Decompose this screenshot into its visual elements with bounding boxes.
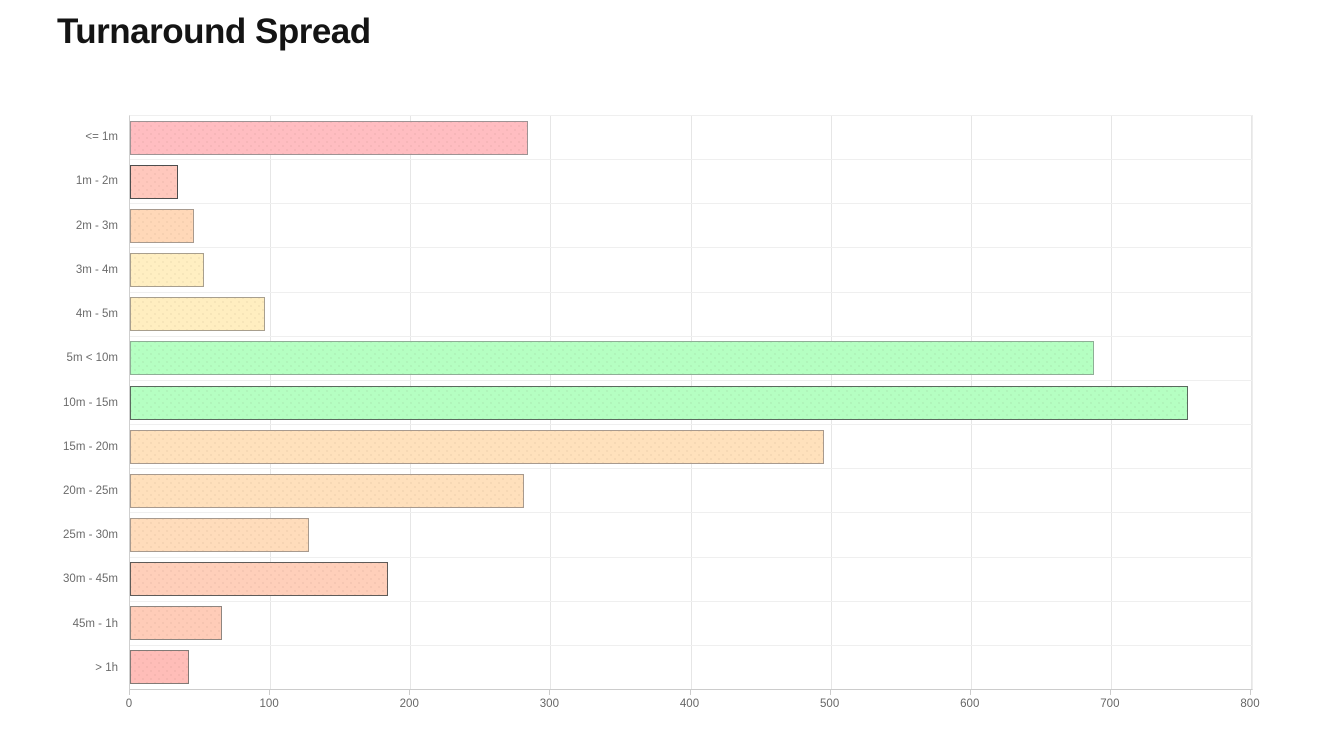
x-axis-tick — [549, 690, 551, 695]
bar-10m-15m[interactable] — [130, 385, 1188, 420]
x-axis-tick — [689, 690, 691, 695]
y-axis-category-labels: <= 1m 1m - 2m 2m - 3m 3m - 4m 4m - 5m 5m < 10… — [0, 115, 118, 690]
x-tick-label: 700 — [1100, 698, 1120, 710]
category-label: > 1h — [95, 661, 118, 674]
x-tick-label: 400 — [679, 698, 700, 710]
category-label: 25m - 30m — [63, 529, 118, 542]
bar-row — [130, 381, 1252, 426]
bar-3m-4m[interactable] — [130, 253, 205, 288]
bar-rows — [130, 116, 1252, 689]
category-label: <= 1m — [85, 131, 118, 144]
category-label: 1m - 2m — [75, 175, 118, 188]
x-axis-tick — [969, 690, 971, 695]
x-tick-label: 600 — [960, 698, 980, 710]
bar-1m[interactable] — [130, 120, 528, 155]
bar-row — [130, 425, 1252, 470]
bar-row — [130, 469, 1252, 514]
bar-2m-3m[interactable] — [130, 208, 195, 243]
bar-row — [130, 646, 1252, 689]
x-axis-tick — [269, 690, 271, 695]
gridline-x-800 — [1251, 116, 1252, 689]
category-label: 2m - 3m — [75, 219, 118, 232]
x-tick-label: 200 — [399, 698, 419, 710]
bar-4m-5m[interactable] — [130, 297, 265, 332]
bar-row — [130, 204, 1252, 249]
bar-20m-25m[interactable] — [130, 473, 524, 508]
bar-5m-10m[interactable] — [130, 341, 1095, 376]
x-axis-tick — [829, 690, 831, 695]
category-label: 30m - 45m — [63, 573, 118, 586]
bar-15m-20m[interactable] — [130, 429, 824, 464]
x-tick-label: 300 — [539, 698, 559, 710]
category-label: 45m - 1h — [72, 617, 118, 630]
x-axis-tick — [409, 690, 411, 695]
x-tick-label: 800 — [1240, 698, 1260, 710]
category-label: 10m - 15m — [63, 396, 118, 409]
bar-45m-1h[interactable] — [130, 606, 223, 641]
bar-row — [130, 558, 1252, 602]
bar-row — [130, 248, 1252, 293]
bar-row — [130, 337, 1252, 381]
bar-row — [130, 116, 1252, 161]
x-tick-label: 100 — [259, 698, 279, 710]
bar-30m-45m[interactable] — [130, 562, 388, 597]
bar-row — [130, 602, 1252, 646]
x-axis-tick — [129, 690, 130, 695]
bar-row — [130, 160, 1252, 205]
category-label: 3m - 4m — [75, 263, 118, 276]
bar-row — [130, 293, 1252, 337]
x-tick-label: 0 — [125, 698, 133, 710]
bar-row — [130, 513, 1252, 558]
x-axis-tick — [1109, 690, 1111, 695]
x-axis: 0 100 200 300 400 500 600 700 800 — [126, 690, 1260, 718]
turnaround-spread-chart — [129, 115, 1253, 690]
x-axis-tick — [1250, 690, 1251, 695]
bar-1h[interactable] — [130, 650, 189, 685]
page-title: Turnaround Spread — [57, 12, 371, 51]
category-label: 4m - 5m — [75, 308, 118, 321]
category-label: 20m - 25m — [63, 484, 118, 497]
category-label: 5m < 10m — [66, 352, 118, 365]
category-label: 15m - 20m — [63, 440, 118, 453]
bar-25m-30m[interactable] — [130, 517, 310, 552]
x-tick-label: 500 — [820, 698, 840, 710]
bar-1m-2m[interactable] — [130, 164, 178, 199]
